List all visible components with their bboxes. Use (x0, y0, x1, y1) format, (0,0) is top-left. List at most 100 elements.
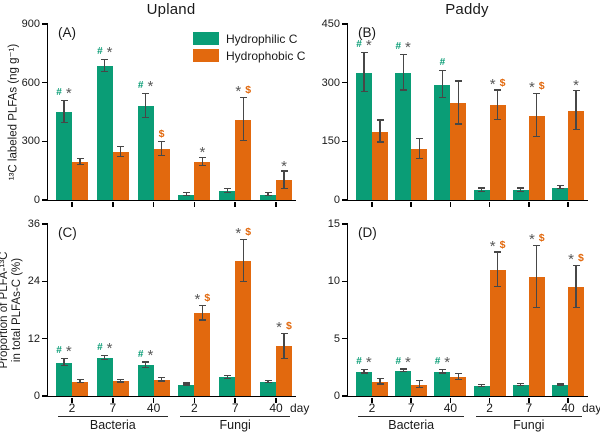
annotation-symbol: # (137, 80, 144, 92)
bar (56, 112, 72, 200)
bar (72, 161, 88, 200)
bar (528, 276, 545, 396)
bar (512, 190, 529, 200)
error-bar-cap (264, 192, 272, 194)
y-tick-mark (342, 81, 348, 84)
y-axis-label-bottom: Proportion of PLFA-¹³C in total PLFAs-C … (0, 252, 24, 369)
significance-annotation: # * (433, 354, 452, 372)
error-bar-cap (556, 187, 564, 190)
x-tick-mark (112, 398, 114, 403)
x-tick-mark (275, 398, 277, 403)
significance-annotation: # * (393, 39, 412, 57)
error-bar (283, 171, 285, 190)
bar (219, 191, 236, 200)
error-bar-cap (533, 93, 541, 95)
error-bar-cap (494, 251, 502, 253)
annotation-symbol: * (405, 39, 411, 57)
error-bar-cap (454, 123, 462, 125)
significance-annotation: # * (393, 355, 412, 370)
annotation-symbol: * (365, 354, 372, 372)
significance-annotation: * $ (527, 232, 547, 247)
error-bar-cap (556, 383, 564, 385)
error-bar-cap (76, 381, 84, 384)
y-tick-label: 15 (327, 218, 340, 230)
error-bar-cap (182, 382, 190, 384)
x-tick-mark (112, 202, 114, 207)
error-bar (201, 157, 203, 166)
annotation-symbol: $ (499, 76, 506, 89)
y-tick-label: 10 (327, 275, 340, 288)
error-bar-cap (117, 381, 125, 383)
error-bar (497, 90, 499, 121)
bar (450, 377, 467, 396)
x-tick-mark (488, 202, 491, 207)
bar (235, 261, 252, 396)
error-bar-cap (223, 374, 231, 376)
y-tick-mark (342, 395, 348, 397)
legend-label-hydrophilic: Hydrophilic C (226, 31, 298, 46)
y-tick-mark (342, 23, 348, 25)
error-bar-cap (360, 91, 368, 93)
bar (395, 72, 412, 200)
error-bar-cap (399, 370, 407, 372)
bar (178, 194, 195, 200)
column-title-paddy: Paddy (445, 1, 489, 18)
x-tick-label: 7 (407, 401, 415, 415)
bar (450, 103, 467, 200)
y-tick-mark (42, 23, 48, 25)
error-bar-cap (60, 121, 68, 123)
x-tick-label: 40 (146, 401, 161, 415)
error-bar-cap (415, 138, 423, 140)
y-tick-label: 0 (33, 390, 40, 402)
error-bar (363, 53, 365, 93)
x-tick-mark (152, 202, 155, 207)
x-tick-mark (152, 398, 155, 403)
legend-item-hydrophobic: Hydrophobic C (193, 47, 305, 64)
panel-label: (B) (358, 25, 376, 40)
annotation-symbol: # (395, 355, 402, 367)
bar (96, 357, 113, 396)
legend-item-hydrophilic: Hydrophilic C (193, 30, 305, 47)
error-bar (120, 379, 122, 383)
annotation-symbol: $ (499, 238, 506, 251)
y-tick-mark (42, 81, 48, 84)
y-tick-label: 0 (333, 194, 340, 206)
error-bar-cap (415, 157, 423, 159)
y-tick-label: 5 (333, 332, 340, 345)
annotation-symbol: * (489, 75, 496, 93)
error-bar (161, 377, 163, 382)
annotation-symbol: * (444, 354, 451, 372)
significance-annotation: * (571, 78, 581, 93)
annotation-symbol: # (434, 356, 441, 368)
y-tick-mark (42, 199, 48, 201)
error-bar-cap (239, 281, 247, 283)
error-bar-cap (360, 372, 368, 374)
y-tick-mark (342, 223, 348, 225)
error-bar-cap (399, 368, 407, 370)
significance-annotation: $ (157, 128, 167, 140)
bar (489, 105, 506, 200)
annotation-symbol: * (568, 251, 574, 269)
x-tick-label: 40 (443, 401, 458, 415)
error-bar (481, 188, 483, 192)
error-bar (120, 147, 122, 157)
annotation-symbol: # (97, 341, 103, 353)
error-bar (283, 333, 285, 359)
significance-annotation: # * (136, 79, 155, 94)
bar (568, 110, 584, 200)
x-tick-label: 2 (191, 401, 198, 415)
bar (434, 84, 451, 200)
significance-annotation: # * (54, 344, 73, 359)
x-tick-mark (193, 398, 196, 403)
error-bar (457, 81, 459, 125)
x-tick-mark (371, 398, 373, 403)
error-bar-cap (101, 354, 109, 356)
x-tick-label: 2 (68, 401, 76, 415)
annotation-symbol: * (365, 37, 372, 55)
x-tick-label: 40 (561, 401, 575, 415)
x-tick-mark (234, 202, 236, 207)
group-label: Bacteria (388, 417, 435, 432)
error-bar-cap (158, 380, 166, 382)
error-bar-cap (533, 244, 541, 246)
annotation-symbol: # (439, 56, 446, 68)
